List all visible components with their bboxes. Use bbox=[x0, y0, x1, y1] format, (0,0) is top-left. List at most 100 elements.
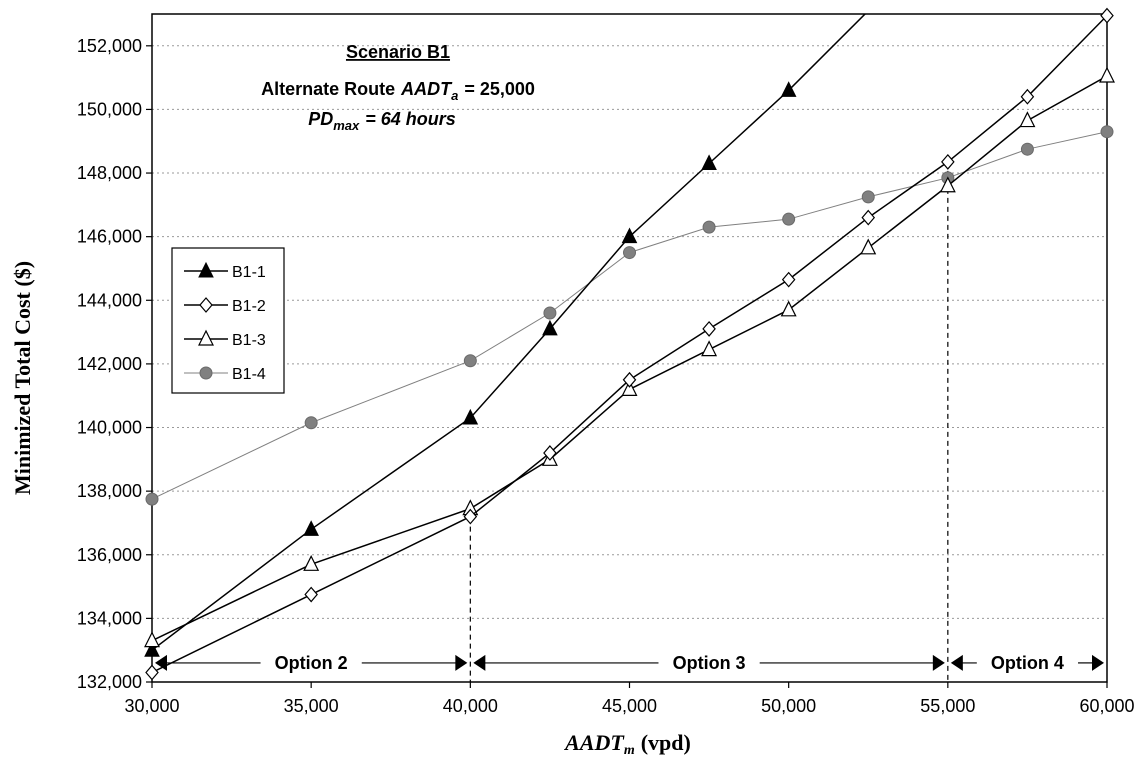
data-point bbox=[1100, 7, 1114, 24]
data-point bbox=[701, 154, 717, 171]
option-label: Option 3 bbox=[673, 653, 746, 673]
data-point bbox=[462, 408, 479, 425]
series-layer bbox=[144, 7, 1115, 681]
data-point bbox=[623, 246, 636, 260]
legend-item: B1-4 bbox=[184, 366, 266, 383]
data-point bbox=[144, 641, 160, 657]
option-dividers bbox=[469, 161, 949, 682]
data-point bbox=[941, 153, 955, 170]
pd-value: = 64 hours bbox=[365, 109, 456, 129]
data-point bbox=[780, 300, 797, 317]
series-b1-3 bbox=[144, 66, 1115, 648]
data-point bbox=[701, 340, 718, 357]
data-point bbox=[304, 416, 318, 430]
data-point bbox=[463, 354, 477, 368]
data-point bbox=[1019, 111, 1036, 128]
data-point bbox=[303, 554, 320, 571]
data-point bbox=[860, 238, 877, 255]
scenario-annotation: Scenario B1 Alternate Route AADTa = 25,000… bbox=[261, 42, 535, 133]
arrowhead-left bbox=[950, 654, 963, 671]
legend-box bbox=[171, 247, 285, 394]
option-range: Option 4 bbox=[950, 653, 1104, 673]
series-b1-4 bbox=[145, 125, 1114, 506]
alt-route-prefix: Alternate Route bbox=[261, 79, 395, 99]
y-tick-label: 152,000 bbox=[77, 36, 142, 56]
x-axis-title: AADTm (vpd) bbox=[563, 730, 691, 758]
x-tick-label: 55,000 bbox=[920, 696, 975, 716]
x-tick-label: 35,000 bbox=[284, 696, 339, 716]
x-tick-label: 45,000 bbox=[602, 696, 657, 716]
series-line-extension bbox=[788, 14, 867, 91]
data-point bbox=[1099, 66, 1115, 83]
legend-label: B1-3 bbox=[232, 332, 266, 349]
arrowhead-right bbox=[1092, 654, 1104, 671]
x-axis-title-sub: m bbox=[624, 743, 635, 758]
arrowhead-left bbox=[155, 654, 167, 671]
gridlines bbox=[152, 45, 1107, 619]
arrowhead-left bbox=[473, 654, 486, 671]
x-axis-title-var: AADT bbox=[563, 730, 625, 755]
data-point bbox=[702, 220, 716, 234]
data-point bbox=[782, 212, 796, 226]
data-point bbox=[621, 380, 638, 396]
data-point bbox=[1020, 88, 1035, 105]
alt-route-value: = 25,000 bbox=[464, 79, 535, 99]
legend-marker bbox=[198, 261, 214, 278]
data-point bbox=[861, 209, 876, 226]
x-tick-label: 50,000 bbox=[761, 696, 816, 716]
legend-marker bbox=[199, 366, 213, 380]
data-point bbox=[1100, 125, 1114, 139]
option-label: Option 4 bbox=[991, 653, 1064, 673]
x-tick-label: 40,000 bbox=[443, 696, 498, 716]
y-tick-label: 134,000 bbox=[77, 608, 142, 628]
x-axis-title-units: (vpd) bbox=[641, 730, 691, 755]
series-line bbox=[152, 75, 1107, 642]
data-point bbox=[861, 190, 875, 204]
pd-line: PDmax = 64 hours bbox=[308, 109, 456, 133]
legend-item: B1-1 bbox=[184, 261, 266, 281]
x-tick-label: 60,000 bbox=[1079, 696, 1134, 716]
x-tick-label: 30,000 bbox=[124, 696, 179, 716]
arrowhead-right bbox=[932, 654, 945, 671]
data-point bbox=[303, 520, 319, 536]
data-point bbox=[702, 320, 716, 337]
data-point bbox=[145, 492, 159, 506]
legend-label: B1-2 bbox=[232, 298, 266, 315]
y-tick-label: 142,000 bbox=[77, 354, 142, 374]
series-b1-1 bbox=[144, 14, 867, 657]
data-point bbox=[780, 81, 797, 97]
data-point bbox=[1020, 142, 1034, 156]
legend-marker bbox=[199, 297, 213, 313]
data-point bbox=[543, 306, 557, 320]
legend-marker bbox=[198, 329, 214, 346]
data-point bbox=[542, 319, 558, 336]
alt-route-line: Alternate Route AADTa = 25,000 bbox=[261, 79, 535, 103]
data-point bbox=[145, 664, 159, 681]
option-label: Option 2 bbox=[275, 653, 348, 673]
y-tick-label: 136,000 bbox=[77, 545, 142, 565]
series-b1-2 bbox=[145, 7, 1114, 681]
series-line bbox=[152, 15, 1107, 674]
option-range: Option 2 bbox=[155, 653, 468, 673]
data-point bbox=[622, 371, 637, 388]
pd-sub: max bbox=[333, 118, 360, 133]
y-tick-label: 138,000 bbox=[77, 481, 142, 501]
option-range: Option 3 bbox=[473, 653, 945, 673]
y-axis-title: Minimized Total Cost ($) bbox=[10, 261, 35, 495]
pd-var: PD bbox=[308, 109, 333, 129]
y-tick-label: 144,000 bbox=[77, 290, 142, 310]
option-ranges: Option 2 Option 3 Option 4 bbox=[155, 653, 1104, 673]
y-tick-label: 150,000 bbox=[77, 99, 142, 119]
data-point bbox=[304, 586, 318, 603]
alt-route-var: AADT bbox=[400, 79, 453, 99]
y-tick-label: 132,000 bbox=[77, 672, 142, 692]
data-point bbox=[621, 227, 638, 244]
legend-label: B1-1 bbox=[232, 264, 266, 281]
y-axis-ticks: 132,000 134,000 136,000 138,000 140,000 142,0… bbox=[77, 36, 152, 692]
scenario-title: Scenario B1 bbox=[346, 42, 450, 62]
y-tick-label: 140,000 bbox=[77, 418, 142, 438]
data-point bbox=[144, 631, 160, 648]
plot-area-frame bbox=[151, 13, 1108, 683]
data-point bbox=[543, 445, 557, 461]
